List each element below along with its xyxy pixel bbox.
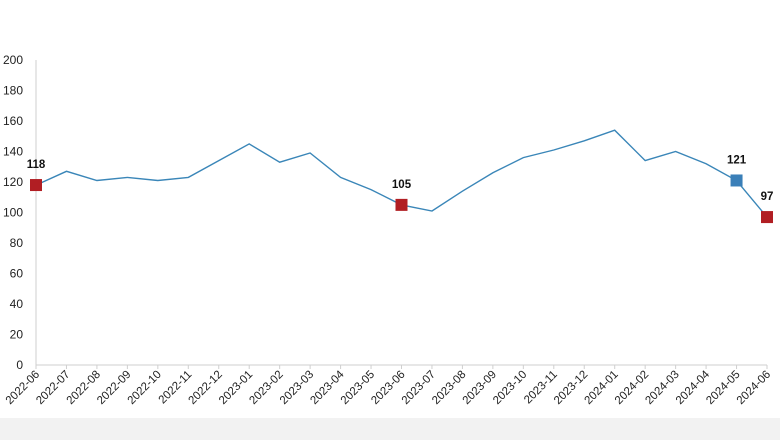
y-axis-ticks: 0 20 40 60 80 100 120 140 160 180 200: [3, 53, 23, 372]
y-tick-label: 200: [3, 53, 23, 67]
data-label: 97: [761, 191, 774, 203]
y-tick-label: 140: [3, 145, 23, 159]
highlight-markers: 118 105 121 97: [27, 154, 774, 224]
y-tick-label: 20: [10, 328, 24, 342]
data-label: 105: [392, 179, 412, 191]
data-point-marker: [395, 198, 408, 211]
x-tick-label: 2022-10: [126, 369, 164, 407]
data-point-marker: [761, 211, 773, 224]
line-chart: 0 20 40 60 80 100 120 140 160 180 200 2022-062022-…: [3, 53, 774, 407]
x-tick-label: 2023-10: [491, 369, 529, 407]
y-tick-label: 0: [16, 358, 23, 372]
data-label: 121: [727, 154, 747, 166]
y-tick-label: 120: [3, 175, 23, 189]
y-tick-label: 80: [10, 236, 24, 250]
bottom-band: [0, 418, 780, 440]
y-tick-label: 100: [3, 206, 23, 220]
chart-axes: [35, 60, 767, 366]
x-tick-label: 2024-06: [735, 369, 773, 407]
y-tick-label: 60: [10, 267, 24, 281]
y-tick-label: 160: [3, 114, 23, 128]
data-point-marker: [730, 174, 743, 187]
y-tick-label: 40: [10, 297, 24, 311]
y-tick-label: 180: [3, 84, 23, 98]
data-label: 118: [27, 159, 46, 171]
data-point-marker: [30, 179, 42, 192]
x-axis-ticks: 2022-062022-072022-082022-092022-102022-…: [4, 365, 773, 407]
